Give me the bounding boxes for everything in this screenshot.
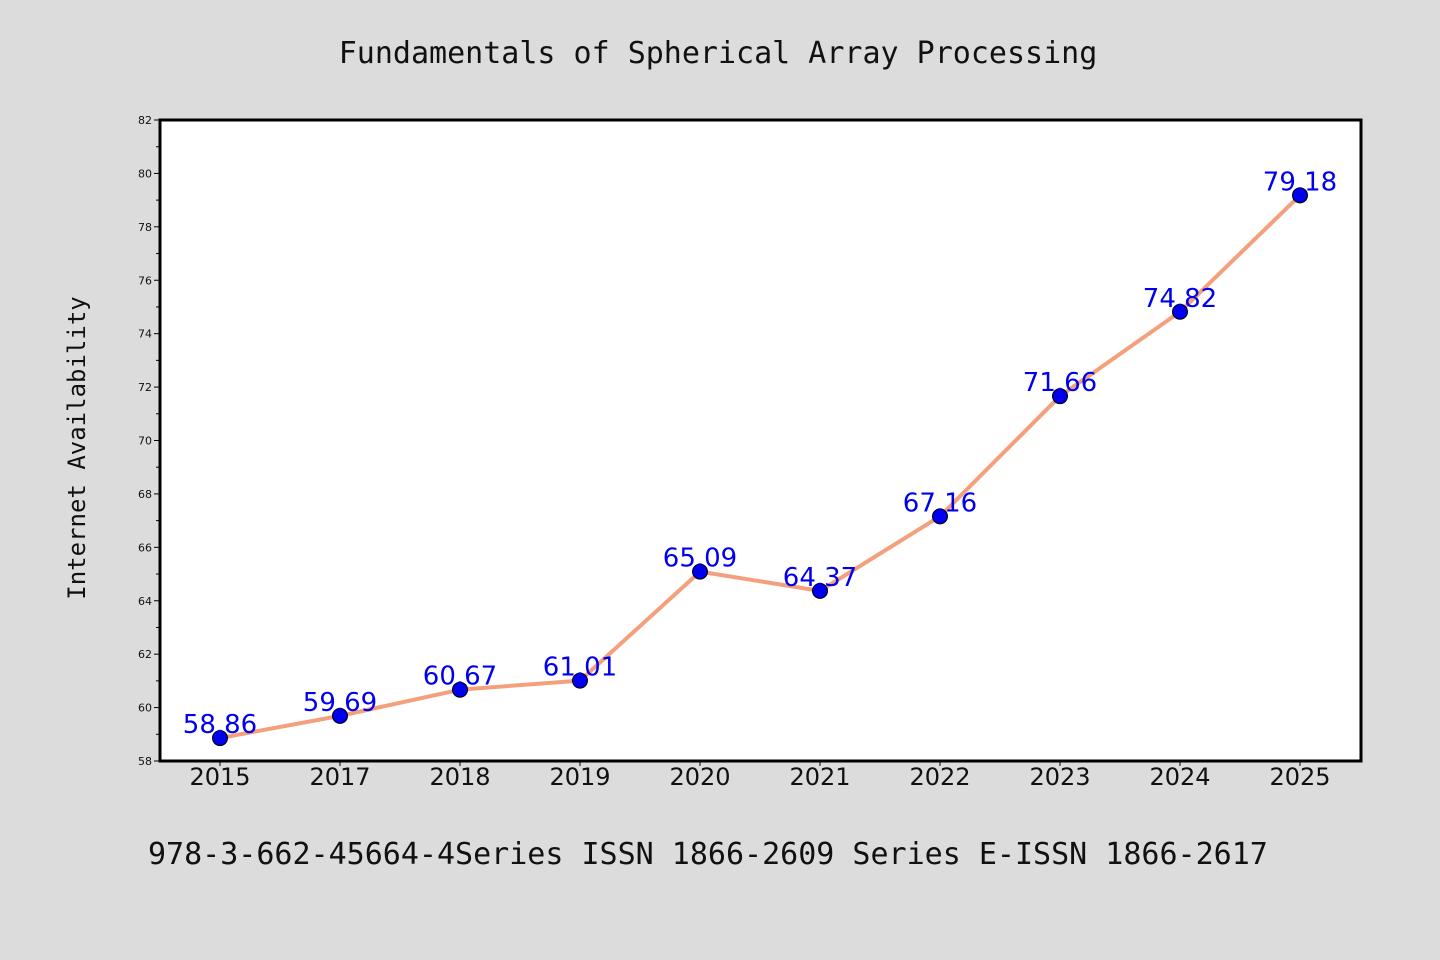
data-label: 64.37 [783, 563, 857, 593]
x-tick-label: 2019 [549, 763, 610, 791]
x-tick-label: 2020 [669, 763, 730, 791]
series-line-group [218, 193, 1302, 741]
y-tick-label: 72 [138, 381, 152, 394]
plot-area [158, 118, 1363, 763]
footer-isbn-text: 978-3-662-45664-4Series ISSN 1866-2609 S… [148, 837, 1268, 872]
y-tick-label: 66 [138, 541, 152, 554]
y-tick-label: 82 [138, 114, 152, 127]
data-point [1052, 388, 1068, 405]
y-tick-label: 70 [138, 435, 152, 448]
x-tick-label: 2022 [909, 763, 970, 791]
data-label: 58.86 [183, 710, 257, 740]
x-tick-label: 2025 [1269, 763, 1330, 791]
y-tick-label: 68 [138, 488, 152, 501]
data-point [812, 582, 828, 599]
x-tick-label: 2024 [1149, 763, 1210, 791]
data-label: 59.69 [303, 688, 377, 718]
data-point [1292, 187, 1308, 204]
data-label: 71.66 [1023, 368, 1097, 398]
y-tick-label: 64 [138, 595, 152, 608]
data-label: 65.09 [663, 544, 737, 574]
y-tick-label: 60 [138, 702, 152, 715]
x-tick-label: 2023 [1029, 763, 1090, 791]
y-tick-label: 74 [138, 328, 152, 341]
y-tick-label: 78 [138, 221, 152, 234]
data-point [932, 508, 948, 525]
y-tick-label: 62 [138, 648, 152, 661]
data-point [332, 707, 348, 724]
data-label: 74.82 [1143, 284, 1217, 314]
y-axis-label: Internet Availability [63, 296, 91, 599]
y-axis: 58 60 62 64 66 68 70 72 74 76 78 80 82 [138, 114, 160, 768]
data-point [212, 730, 228, 747]
data-point [692, 563, 708, 580]
x-tick-label: 2021 [789, 763, 850, 791]
x-tick-label: 2018 [429, 763, 490, 791]
series-line [218, 193, 1302, 741]
data-label: 67.16 [903, 488, 977, 518]
data-point [572, 672, 588, 689]
y-tick-label: 58 [138, 755, 152, 768]
data-label: 60.67 [423, 662, 497, 692]
x-tick-label: 2017 [309, 763, 370, 791]
data-labels: 58.86 59.69 60.67 61.01 65.09 64.37 67.16 71.66… [183, 167, 1337, 740]
data-point [452, 681, 468, 698]
y-tick-label: 80 [138, 167, 152, 180]
x-axis: 2015 2017 2018 2019 2020 2021 2022 2023 2024 2025 [189, 761, 1331, 791]
y-tick-label: 76 [138, 274, 152, 287]
data-label: 61.01 [543, 653, 617, 683]
data-point [1172, 303, 1188, 320]
chart-title: Fundamentals of Spherical Array Processi… [339, 36, 1098, 71]
data-markers [212, 187, 1308, 747]
data-label: 79.18 [1263, 167, 1337, 197]
x-tick-label: 2015 [189, 763, 250, 791]
